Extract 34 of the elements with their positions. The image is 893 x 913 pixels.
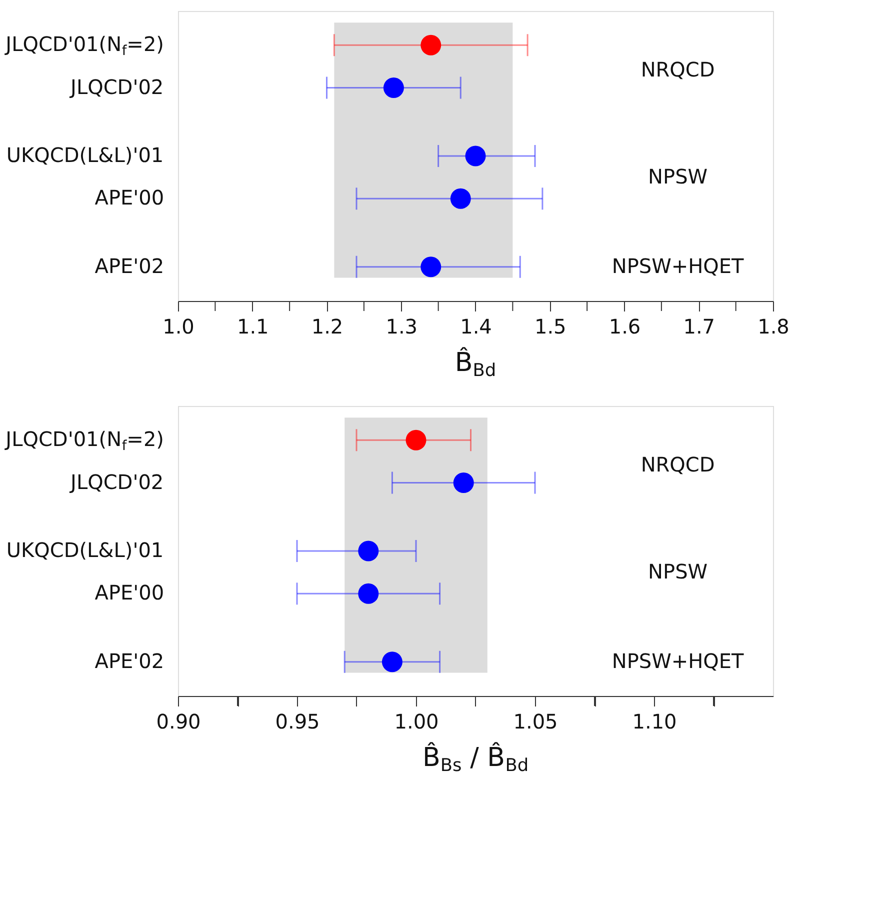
point bbox=[420, 34, 442, 56]
x-tick-label: 1.0 bbox=[162, 314, 194, 338]
point bbox=[382, 652, 402, 672]
x-tick-label: 1.3 bbox=[386, 314, 418, 338]
annotation: NPSW+HQET bbox=[612, 254, 745, 278]
annotation: NRQCD bbox=[640, 58, 715, 82]
y-tick-label: UKQCD(L&L)'01 bbox=[6, 143, 164, 167]
x-tick-label: 1.8 bbox=[758, 314, 790, 338]
point bbox=[420, 256, 442, 278]
x-tick-label: 0.95 bbox=[275, 710, 320, 734]
y-tick-label: APE'00 bbox=[94, 186, 164, 210]
point bbox=[465, 146, 486, 166]
x-tick-label: 1.4 bbox=[460, 314, 492, 338]
x-tick-label: 1.00 bbox=[394, 710, 439, 734]
point bbox=[406, 430, 426, 450]
point bbox=[358, 540, 379, 562]
x-tick-label: 1.10 bbox=[632, 710, 677, 734]
y-tick-label: UKQCD(L&L)'01 bbox=[6, 538, 164, 562]
x-tick-label: 1.7 bbox=[683, 314, 716, 338]
x-tick-label: 0.90 bbox=[156, 710, 201, 734]
annotation: NPSW+HQET bbox=[612, 648, 745, 673]
x-tick-label: 1.5 bbox=[534, 314, 566, 338]
x-tick-label: 1.1 bbox=[236, 314, 269, 338]
x-tick-label: 1.2 bbox=[311, 314, 344, 338]
x-tick-label: 1.6 bbox=[608, 314, 641, 338]
y-tick-label: APE'02 bbox=[94, 648, 164, 673]
annotation: NRQCD bbox=[640, 452, 715, 477]
x-tick-label: 1.05 bbox=[513, 710, 558, 734]
y-tick-label: JLQCD'02 bbox=[68, 74, 164, 99]
y-tick-label: APE'02 bbox=[94, 254, 164, 278]
y-tick-label: JLQCD'02 bbox=[68, 470, 164, 494]
annotation: NPSW bbox=[648, 559, 708, 584]
annotation: NPSW bbox=[648, 164, 708, 188]
y-tick-label: APE'00 bbox=[94, 580, 164, 605]
